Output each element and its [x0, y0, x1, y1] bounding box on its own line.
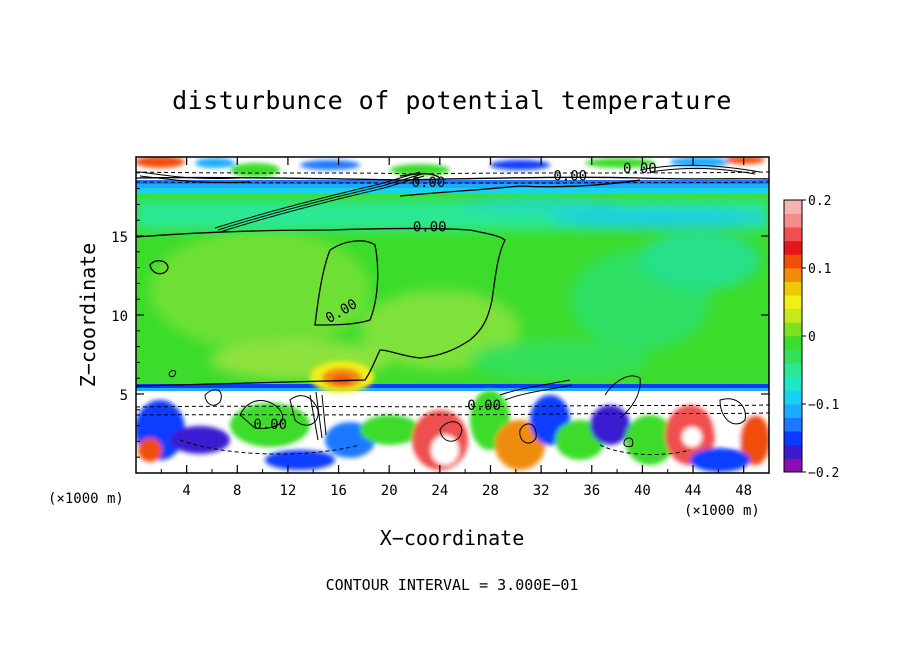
- x-unit-label-left: (×1000 m): [48, 491, 124, 507]
- colorbar-segment: [784, 254, 802, 269]
- contour-label: 0.00: [412, 175, 446, 191]
- contour-lines-dashed: [136, 171, 769, 456]
- colorbar-tick-label: 0.2: [808, 194, 831, 209]
- colorbar-segment: [784, 281, 802, 296]
- colorbar-segment: [784, 349, 802, 364]
- colorbar-segment: [784, 213, 802, 228]
- colorbar-segment: [784, 390, 802, 405]
- colorbar-segment: [784, 200, 802, 214]
- x-tick-label: 36: [583, 483, 600, 499]
- contour-label: 0.00: [253, 417, 287, 433]
- x-tick-label: 28: [482, 483, 499, 499]
- colorbar-segment: [784, 322, 802, 337]
- x-tick-label: 48: [735, 483, 752, 499]
- colorbar: 0.2 0.1 0 −0.1 −0.2: [783, 194, 839, 481]
- colorbar-segment: [784, 227, 802, 242]
- shear-streak: [139, 164, 761, 233]
- contour-label: 0.00: [467, 398, 501, 414]
- contour-interval-text: CONTOUR INTERVAL = 3.000E−01: [325, 576, 579, 594]
- contour-label: 0.00: [413, 219, 447, 235]
- colorbar-tick-label: −0.1: [808, 398, 839, 413]
- x-tick-label: 40: [634, 483, 651, 499]
- x-tick-label: 16: [330, 483, 347, 499]
- x-tick-label: 20: [381, 483, 398, 499]
- x-tick-label: 12: [279, 483, 296, 499]
- contour-label: 0.00: [623, 161, 657, 177]
- contour-label: 0.00: [553, 169, 587, 185]
- colorbar-segment: [784, 308, 802, 323]
- colorbar-tick-label: 0.1: [808, 262, 831, 277]
- colorbar-segment: [784, 363, 802, 378]
- field-layer: [136, 157, 769, 473]
- x-tick-label: 44: [685, 483, 702, 499]
- colorbar-tick-label: 0: [808, 330, 816, 345]
- colorbar-segment: [784, 458, 802, 473]
- colorbar-segment: [784, 268, 802, 282]
- colorbar-tick-label: −0.2: [808, 466, 839, 481]
- colorbar-segment: [784, 336, 802, 350]
- turbulence-contours: [168, 369, 746, 448]
- y-tick-label: 5: [120, 388, 128, 404]
- colorbar-segment: [784, 444, 802, 459]
- colorbar-segment: [784, 295, 802, 310]
- x-unit-label-right: (×1000 m): [684, 503, 760, 519]
- x-tick-label: 8: [233, 483, 241, 499]
- x-tick-label: 4: [182, 483, 190, 499]
- chart-title: disturbunce of potential temperature: [172, 86, 732, 115]
- colorbar-segment: [784, 417, 802, 432]
- x-axis-label: X−coordinate: [379, 526, 525, 550]
- colorbar-segment: [784, 431, 802, 446]
- x-tick-label: 24: [431, 483, 448, 499]
- colorbar-segment: [784, 240, 802, 255]
- y-tick-label: 10: [111, 309, 128, 325]
- y-tick-label: 15: [111, 230, 128, 246]
- colorbar-segment: [784, 404, 802, 418]
- x-tick-label: 32: [533, 483, 550, 499]
- colorbar-segment: [784, 376, 802, 391]
